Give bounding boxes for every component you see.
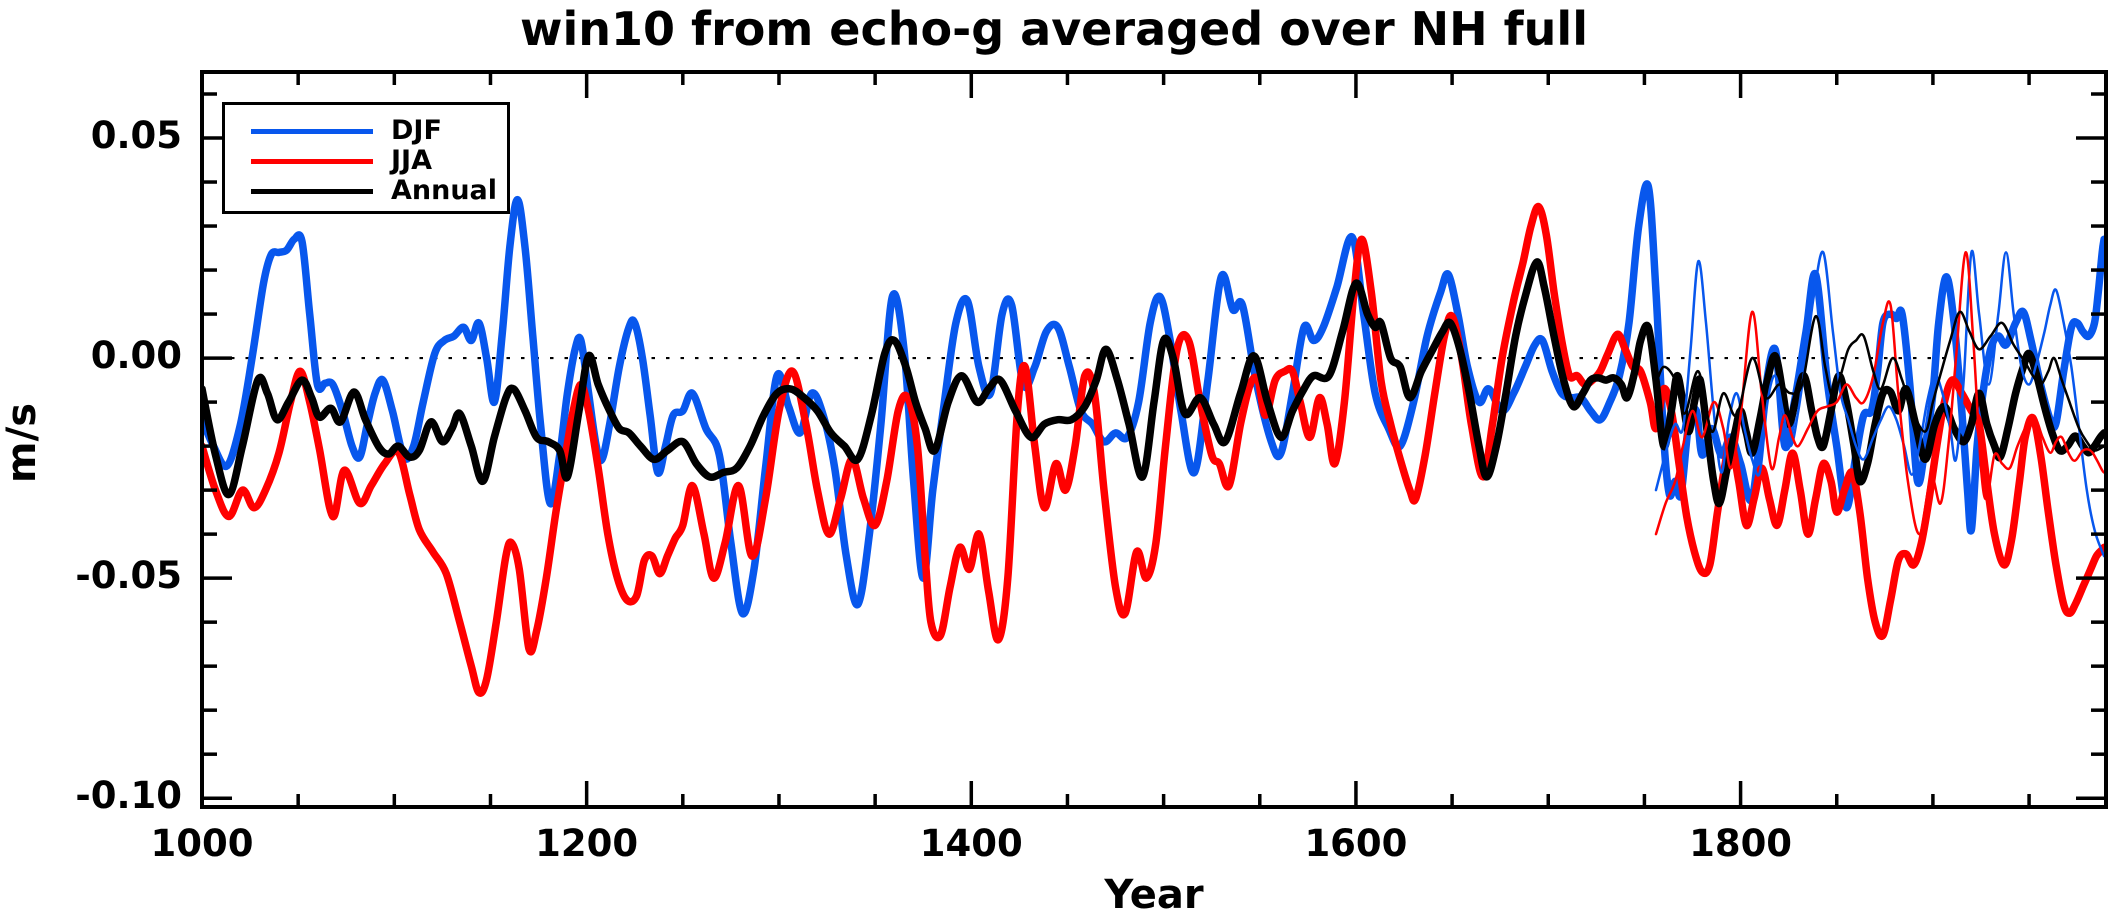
y-tick-label--0.10: -0.10 [75, 774, 182, 818]
plot-border [200, 70, 2108, 809]
legend-label: JJA [391, 145, 432, 176]
series-line-DJF-thin [1654, 249, 2106, 558]
legend-item-jja: JJA [225, 146, 507, 176]
legend-line-sample [251, 129, 373, 134]
y-tick-label-0.00: 0.00 [90, 334, 182, 378]
legend-box: DJF JJA Annual [222, 102, 510, 214]
series-line-Annual [202, 258, 2106, 508]
legend-line-sample [251, 189, 373, 194]
chart-title: win10 from echo-g averaged over NH full [520, 2, 1588, 56]
y-tick-label-0.05: 0.05 [90, 114, 182, 158]
x-tick-label-1000: 1000 [150, 822, 254, 865]
legend-line-sample [251, 159, 373, 164]
y-axis-label: m/s [0, 402, 45, 484]
y-tick-label--0.05: -0.05 [75, 554, 182, 598]
x-axis-label: Year [1104, 872, 1204, 918]
legend-label: Annual [391, 175, 498, 206]
legend-item-djf: DJF [225, 116, 507, 146]
legend-label: DJF [391, 115, 442, 146]
legend-item-annual: Annual [225, 176, 507, 206]
x-tick-label-1800: 1800 [1689, 822, 1793, 865]
series-line-Annual-thin [1654, 310, 2106, 452]
x-tick-label-1200: 1200 [535, 822, 639, 865]
x-tick-label-1400: 1400 [919, 822, 1023, 865]
x-tick-label-1600: 1600 [1304, 822, 1408, 865]
